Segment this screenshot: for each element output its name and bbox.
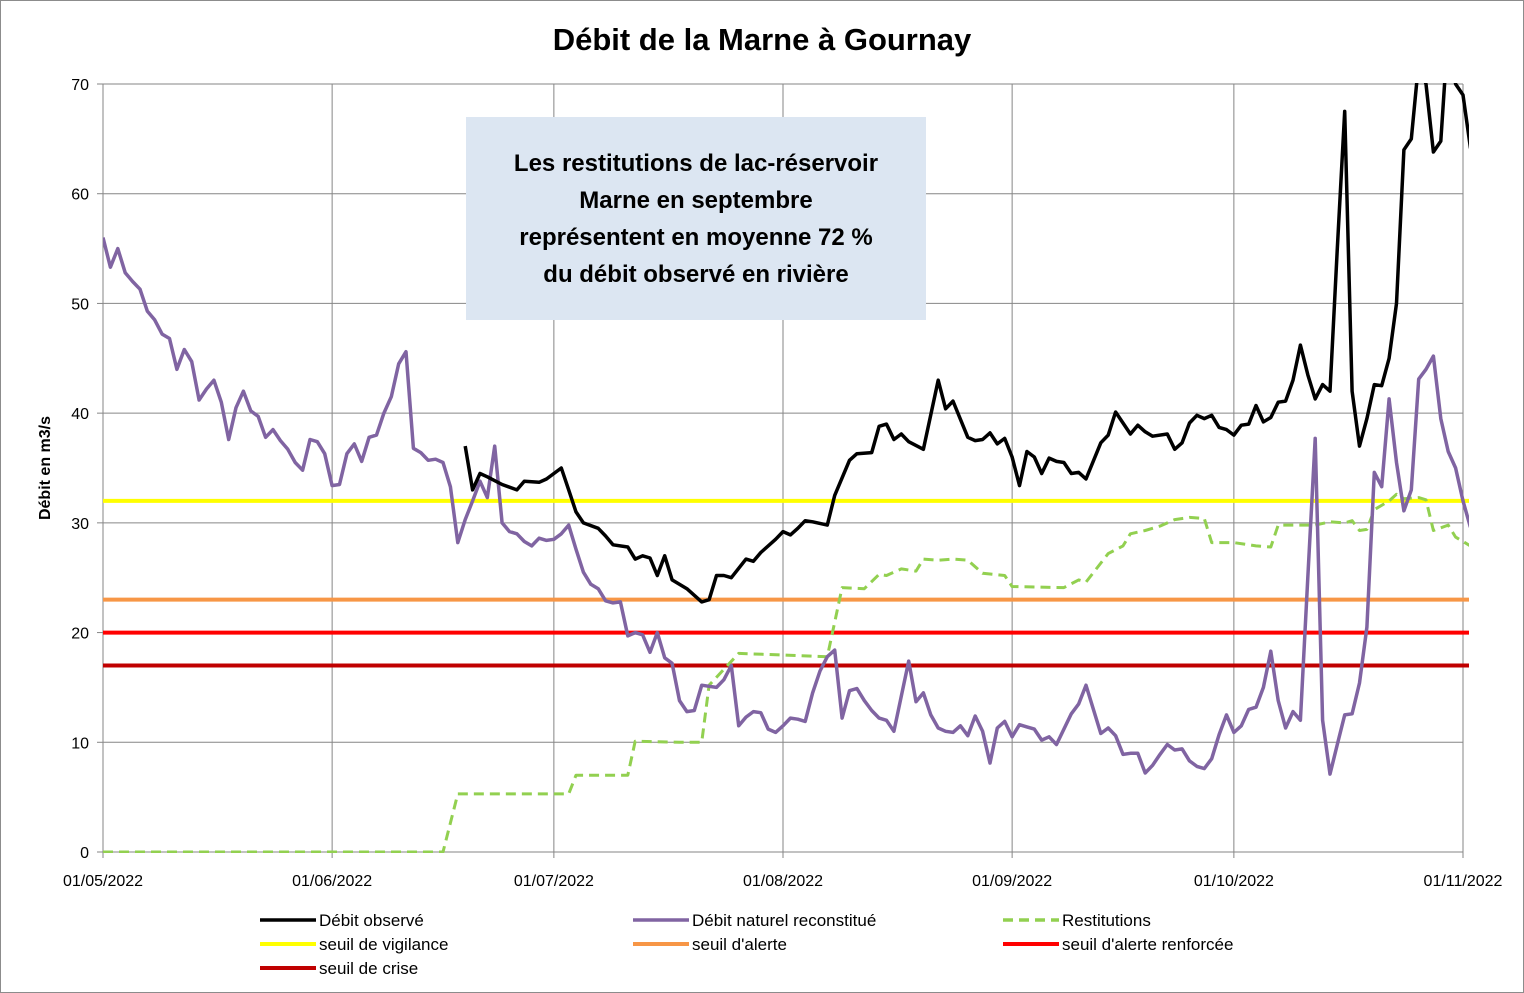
legend-item-debit-observe: Débit observé	[260, 911, 424, 930]
series-line-debit-observe	[463, 83, 1469, 604]
x-tick-label: 01/05/2022	[63, 873, 143, 890]
legend-item-seuil-de-crise: seuil de crise	[260, 959, 418, 978]
x-tick-label: 01/09/2022	[972, 873, 1052, 890]
legend-item-seuil-d-alerte: seuil d'alerte	[633, 935, 787, 954]
legend-item-restitutions: Restitutions	[1003, 911, 1151, 930]
y-tick-label: 40	[71, 406, 89, 423]
x-tick-label: 01/06/2022	[292, 873, 372, 890]
legend-label: seuil d'alerte	[692, 935, 787, 954]
annotation-box: Les restitutions de lac-réservoir Marne …	[466, 117, 926, 320]
legend-label: seuil de vigilance	[319, 935, 448, 954]
y-tick-label: 20	[71, 626, 89, 643]
data-series	[103, 83, 1469, 853]
legend: Débit observé Débit naturel reconstitué Re…	[260, 911, 1233, 978]
y-tick-label: 70	[71, 77, 89, 94]
axes: 0 10 20 30 40 50 60 70 01/05/2022 01/06/2022 01/07…	[63, 77, 1503, 890]
y-tick-label: 60	[71, 187, 89, 204]
x-tick-label: 01/08/2022	[743, 873, 823, 890]
legend-item-debit-naturel-reconstitue: Débit naturel reconstitué	[633, 911, 876, 930]
chart-title: Débit de la Marne à Gournay	[552, 22, 972, 57]
legend-item-seuil-d-alerte-renforcee: seuil d'alerte renforcée	[1003, 935, 1233, 954]
y-tick-label: 50	[71, 296, 89, 313]
y-tick-label: 30	[71, 516, 89, 533]
legend-label: seuil de crise	[319, 959, 418, 978]
series-line-restitutions	[103, 492, 1469, 853]
legend-item-seuil-de-vigilance: seuil de vigilance	[260, 935, 448, 954]
x-tick-label: 01/07/2022	[514, 873, 594, 890]
threshold-lines	[103, 498, 1469, 668]
legend-label: Débit observé	[319, 911, 424, 930]
y-tick-label: 10	[71, 735, 89, 752]
legend-label: Restitutions	[1062, 911, 1151, 930]
annotation-text: Les restitutions de lac-réservoir Marne …	[513, 149, 879, 288]
x-tick-label: 01/11/2022	[1424, 873, 1503, 890]
y-tick-label: 0	[80, 845, 89, 862]
legend-label: seuil d'alerte renforcée	[1062, 935, 1233, 954]
legend-label: Débit naturel reconstitué	[692, 911, 876, 930]
series-line-debit-naturel-reconstitue	[103, 237, 1469, 776]
x-tick-label: 01/10/2022	[1194, 873, 1274, 890]
